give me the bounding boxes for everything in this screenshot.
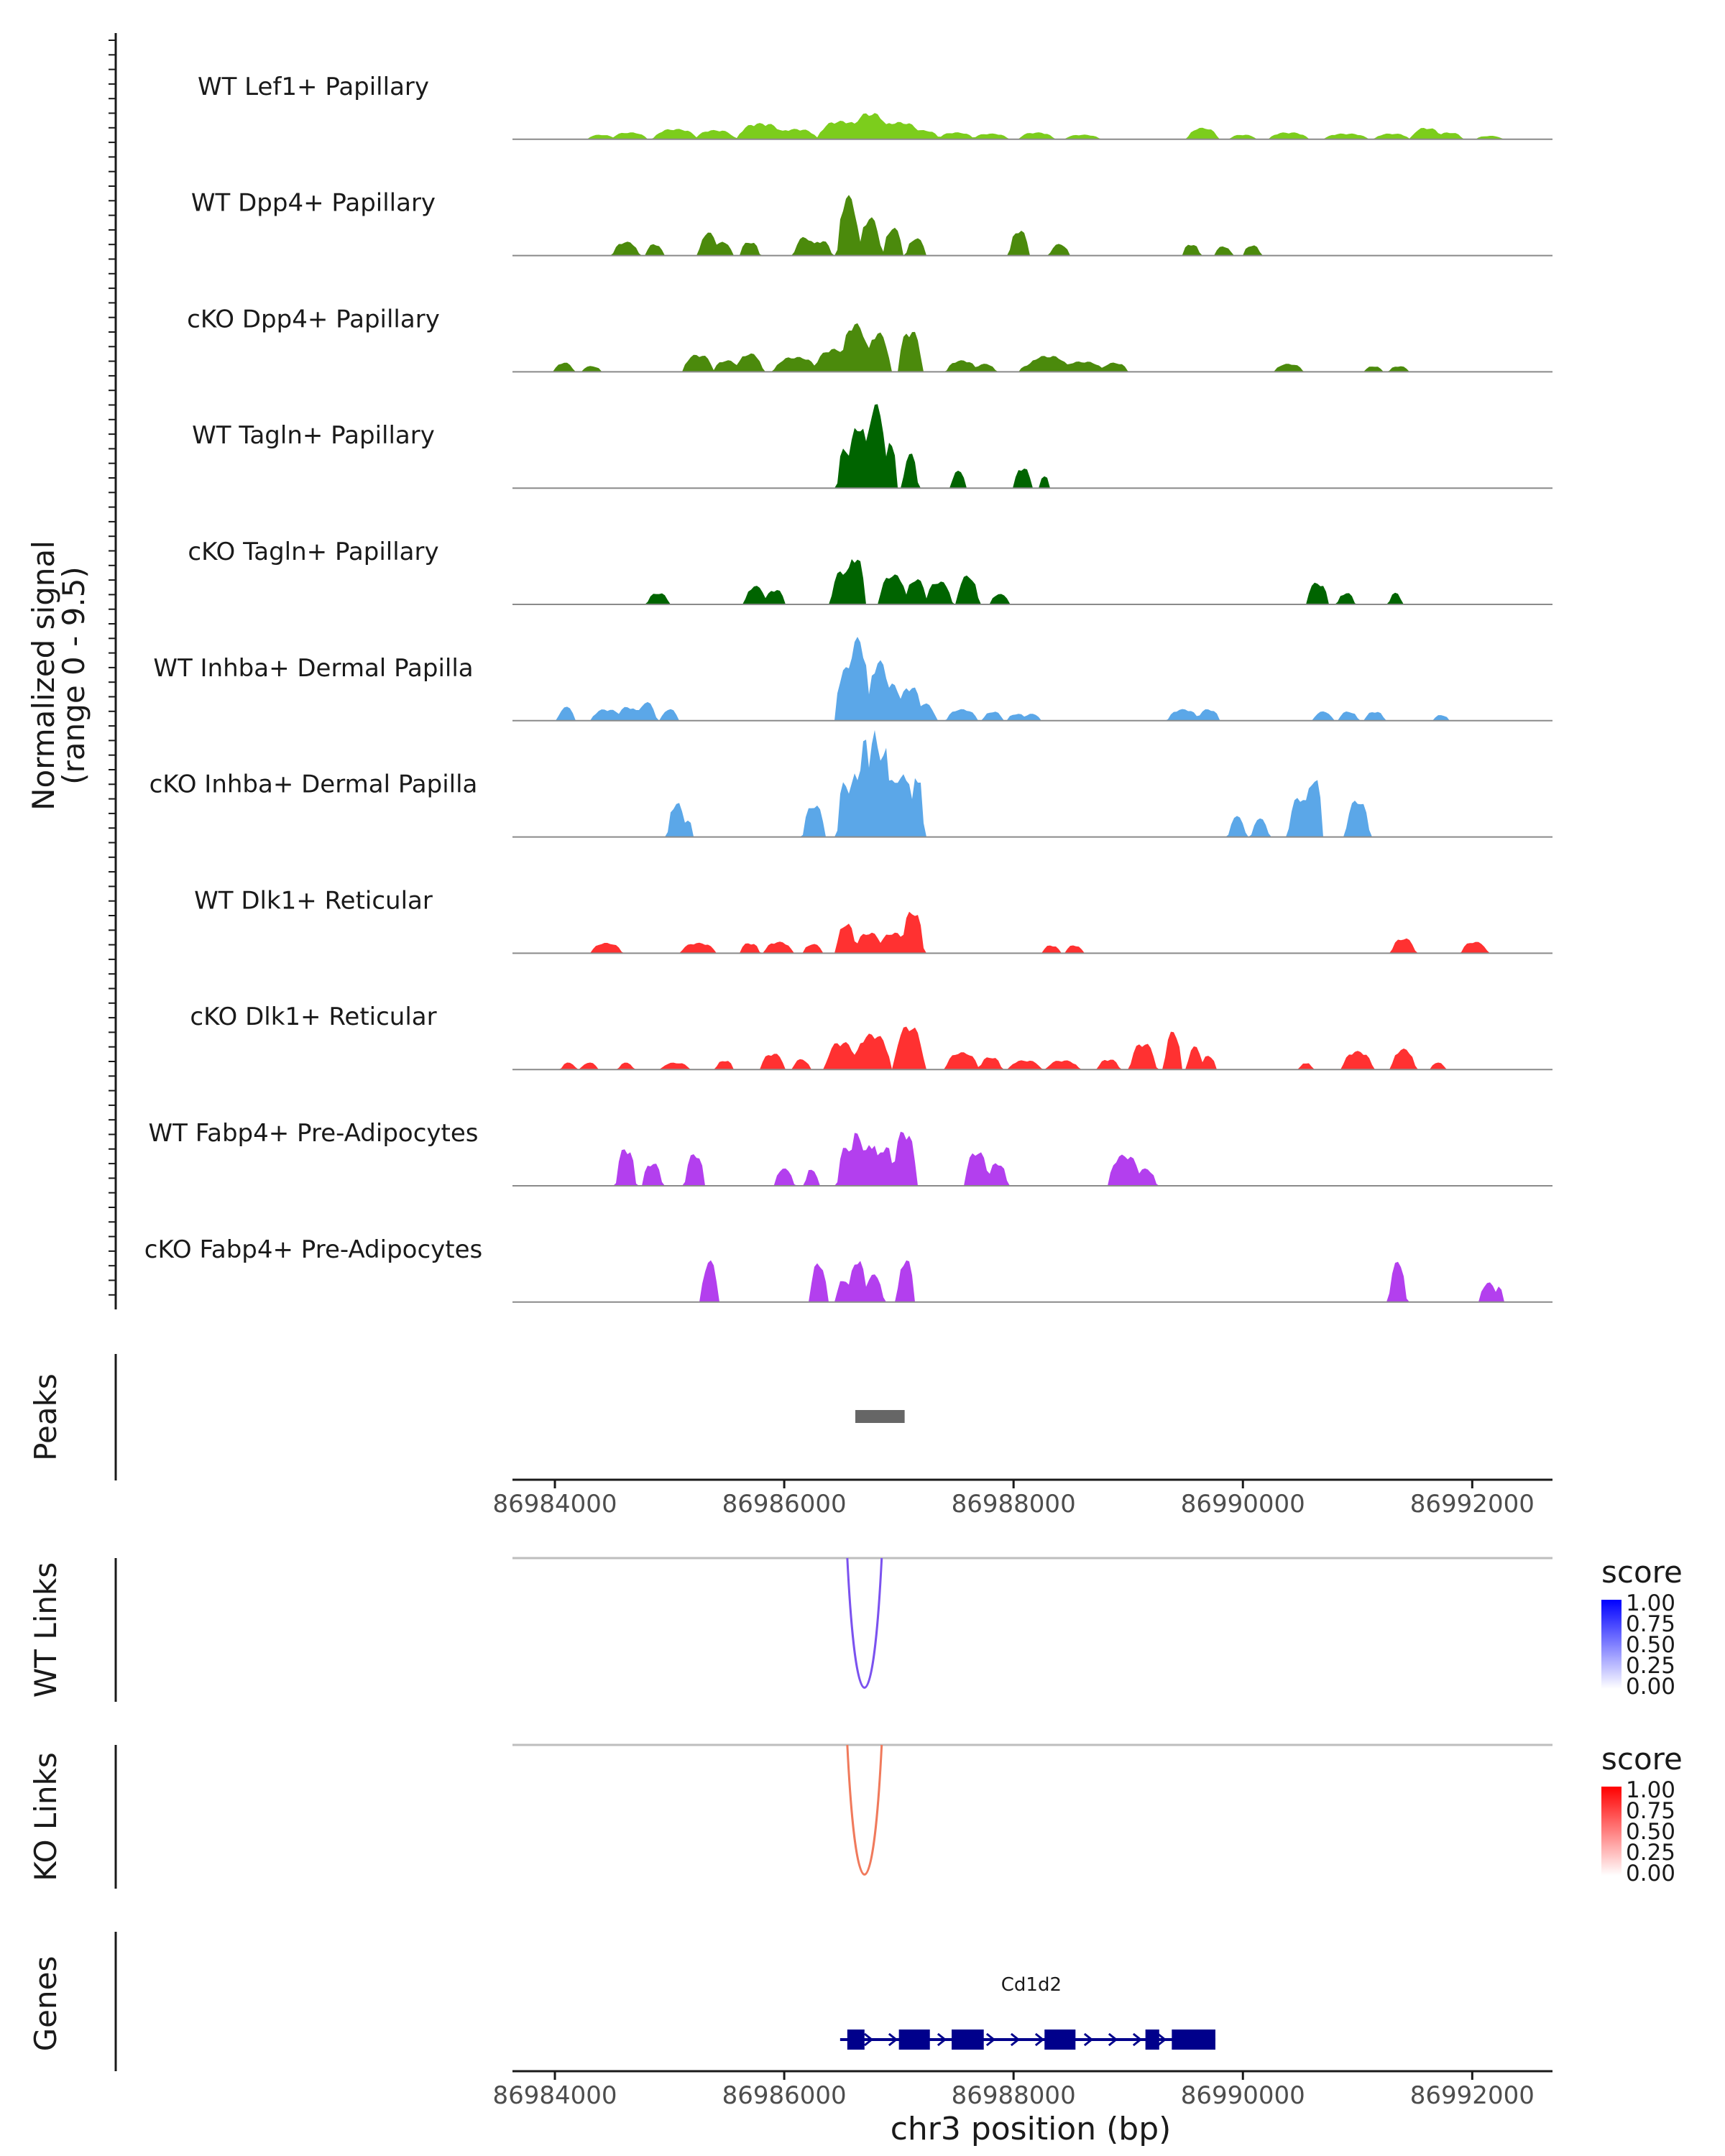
coverage-y-axis-title: Normalized signal: [26, 540, 61, 811]
x-axis-lower-tick-label: 86992000: [1410, 2081, 1535, 2110]
coverage-track-label: WT Dpp4+ Papillary: [191, 189, 436, 218]
coverage-track-label: WT Dlk1+ Reticular: [194, 886, 433, 915]
legend-colorbar: [1601, 1787, 1622, 1876]
legend-tick-label: 1.00: [1626, 1590, 1675, 1616]
x-axis-upper-tick-label: 86986000: [722, 1490, 847, 1519]
legend-tick-label: 0.25: [1626, 1653, 1675, 1679]
gene-exon: [1145, 2030, 1159, 2050]
x-axis-lower-tick-label: 86984000: [492, 2081, 617, 2110]
coverage-track-1: WT Lef1+ Papillary: [198, 73, 1552, 140]
coverage-signal-area: [512, 637, 1552, 721]
coverage-track-2: WT Dpp4+ Papillary: [191, 189, 1552, 257]
x-axis-upper-tick-label: 86992000: [1410, 1490, 1535, 1519]
legend-tick-label: 1.00: [1626, 1777, 1675, 1803]
genes-track-label: Genes: [28, 1956, 63, 2052]
genes-track: Cd1d2: [114, 1932, 1215, 2071]
coverage-track-7: cKO Inhba+ Dermal Papilla: [150, 729, 1552, 838]
peaks-track: [114, 1354, 905, 1480]
coverage-track-label: WT Inhba+ Dermal Papilla: [153, 654, 473, 683]
strand-arrow: [985, 2032, 996, 2047]
coverage-signal-area: [512, 559, 1552, 604]
coverage-signal-area: [512, 1026, 1552, 1070]
x-axis-upper-tick-label: 86984000: [492, 1490, 617, 1519]
legend-tick-label: 0.50: [1626, 1632, 1675, 1658]
coverage-track-4: WT Tagln+ Papillary: [192, 404, 1552, 489]
gene-exon: [1044, 2030, 1076, 2050]
coverage-signal-area: [512, 323, 1552, 372]
strand-arrow: [1083, 2032, 1094, 2047]
coverage-signal-area: [512, 1131, 1552, 1186]
links-track-label: KO Links: [28, 1752, 63, 1881]
gene-exon: [1172, 2030, 1215, 2050]
coverage-track-label: WT Lef1+ Papillary: [198, 73, 429, 101]
x-axis-lower: 86984000 86986000 86988000 86990000 86992000: [492, 2070, 1552, 2110]
coverage-track-5: cKO Tagln+ Papillary: [188, 538, 1552, 605]
coverage-signal-area: [512, 729, 1552, 837]
gene-exon: [847, 2030, 865, 2050]
coverage-tracks: WT Lef1+ Papillary WT Dpp4+ Papillary cKO …: [144, 73, 1552, 1303]
coverage-y-axis-range: (range 0 - 9.5): [56, 566, 91, 785]
x-axis-lower-tick-label: 86986000: [722, 2081, 847, 2110]
peak-region: [855, 1410, 905, 1423]
strand-arrow: [1010, 2032, 1021, 2047]
coverage-track-6: WT Inhba+ Dermal Papilla: [153, 637, 1552, 722]
strand-arrow: [863, 2032, 874, 2047]
legend-tick-label: 0.75: [1626, 1798, 1675, 1824]
x-axis-upper-tick-label: 86988000: [952, 1490, 1076, 1519]
coverage-track-10: WT Fabp4+ Pre-Adipocytes: [149, 1119, 1552, 1187]
coverage-signal-area: [512, 404, 1552, 489]
strand-arrow: [1108, 2032, 1118, 2047]
coverage-signal-area: [512, 195, 1552, 256]
coverage-track-11: cKO Fabp4+ Pre-Adipocytes: [144, 1235, 1552, 1303]
legend-tick-label: 0.00: [1626, 1861, 1675, 1886]
x-axis-lower-tick-label: 86990000: [1181, 2081, 1305, 2110]
coverage-track-label: cKO Dlk1+ Reticular: [190, 1003, 436, 1031]
peaks-track-label: Peaks: [28, 1373, 63, 1461]
coverage-signal-area: [512, 1260, 1552, 1302]
coverage-signal-area: [512, 113, 1552, 139]
x-axis-upper-tick-label: 86990000: [1181, 1490, 1305, 1519]
coverage-track-label: cKO Inhba+ Dermal Papilla: [150, 770, 478, 799]
legend-tick-label: 0.75: [1626, 1611, 1675, 1637]
x-axis-title: chr3 position (bp): [891, 2111, 1172, 2147]
gene-name-label: Cd1d2: [1001, 1974, 1062, 1996]
gene-model: Cd1d2: [840, 1974, 1215, 2050]
x-axis-lower-tick-label: 86988000: [952, 2081, 1076, 2110]
legend-tick-label: 0.25: [1626, 1840, 1675, 1866]
strand-arrow: [937, 2032, 947, 2047]
coverage-track-3: cKO Dpp4+ Papillary: [187, 305, 1552, 373]
legend-tick-label: 0.00: [1626, 1674, 1675, 1700]
links-track-label: WT Links: [28, 1562, 63, 1697]
coverage-track-8: WT Dlk1+ Reticular: [194, 886, 1552, 954]
link-arc: [846, 1744, 883, 1876]
coverage-track-label: WT Tagln+ Papillary: [192, 421, 435, 450]
legend-title: score: [1601, 1554, 1683, 1590]
link-arc: [846, 1557, 883, 1689]
coverage-track-label: cKO Tagln+ Papillary: [188, 538, 438, 566]
coverage-track-label: cKO Dpp4+ Papillary: [187, 305, 440, 333]
coverage-signal-area: [512, 911, 1552, 954]
x-axis-upper: 86984000 86986000 86988000 86990000 86992000: [492, 1478, 1552, 1519]
coverage-track-label: WT Fabp4+ Pre-Adipocytes: [149, 1119, 479, 1148]
legend-title: score: [1601, 1741, 1683, 1777]
strand-arrow: [888, 2032, 898, 2047]
coverage-track-9: cKO Dlk1+ Reticular: [190, 1003, 1552, 1071]
gene-exon: [952, 2030, 984, 2050]
coverage-track-label: cKO Fabp4+ Pre-Adipocytes: [144, 1235, 483, 1264]
legend-tick-label: 0.50: [1626, 1819, 1675, 1845]
strand-arrow: [1034, 2032, 1045, 2047]
legend-colorbar: [1601, 1600, 1622, 1689]
coverage-y-axis: [109, 33, 117, 1309]
strand-arrow: [1132, 2032, 1143, 2047]
gene-exon: [898, 2030, 930, 2050]
strand-arrow: [1156, 2032, 1167, 2047]
